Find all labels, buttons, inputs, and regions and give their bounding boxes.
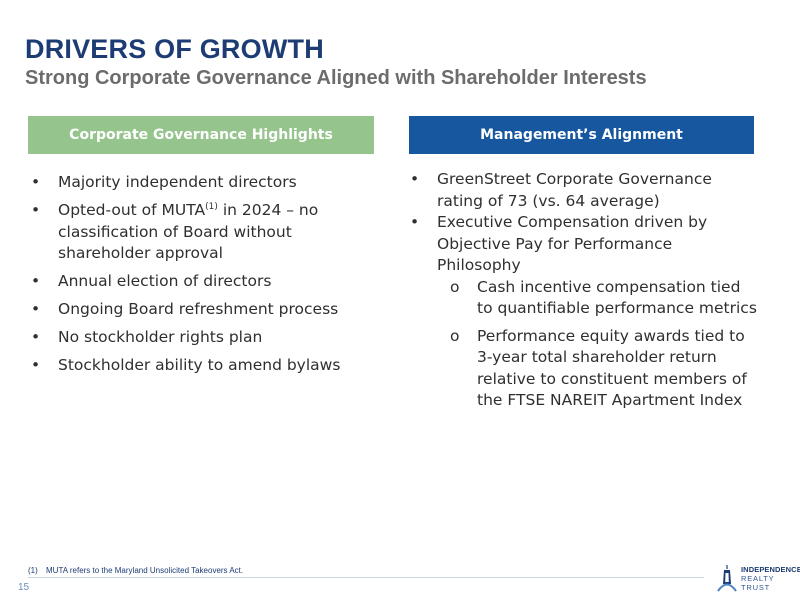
- list-item-text: Opted-out of MUTA: [58, 201, 206, 219]
- page-subtitle: Strong Corporate Governance Aligned with…: [25, 67, 647, 89]
- bullet-icon: •: [31, 328, 41, 346]
- sub-bullet-icon: o: [450, 326, 460, 345]
- governance-highlights-list: • Majority independent directors • Opted-o…: [31, 172, 361, 383]
- page-title: DRIVERS OF GROWTH: [25, 34, 324, 64]
- list-item-text: Ongoing Board refreshment process: [58, 300, 339, 318]
- company-logo: INDEPENDENCE REALTY TRUST: [716, 560, 800, 596]
- sub-list-item-text: Cash incentive compensation tied to quan…: [477, 277, 757, 318]
- building-logo-icon: [717, 565, 737, 592]
- list-item-text: Executive Compensation driven by Objecti…: [437, 213, 708, 274]
- bullet-icon: •: [31, 173, 41, 191]
- list-item: • Ongoing Board refreshment process: [31, 299, 361, 321]
- list-item: • Opted-out of MUTA(1) in 2024 – no class…: [31, 200, 361, 265]
- corporate-governance-heading: Corporate Governance Highlights: [28, 116, 374, 154]
- list-item: • Executive Compensation driven by Object…: [410, 212, 760, 412]
- logo-line1: INDEPENDENCE: [741, 564, 800, 574]
- footnote: (1) MUTA refers to the Maryland Unsolicit…: [28, 566, 243, 575]
- logo-line2: REALTY TRUST: [741, 573, 775, 592]
- sub-bullet-icon: o: [450, 277, 460, 296]
- bullet-icon: •: [31, 300, 41, 318]
- footnote-text: MUTA refers to the Maryland Unsolicited …: [46, 566, 244, 575]
- list-item: • Majority independent directors: [31, 172, 361, 194]
- sub-list-item: o Cash incentive compensation tied to qua…: [437, 277, 760, 320]
- sub-list-item-text: Performance equity awards tied to 3-year…: [477, 326, 747, 410]
- footer-divider: [28, 577, 704, 578]
- list-item-text: No stockholder rights plan: [58, 328, 263, 346]
- management-alignment-heading: Management’s Alignment: [409, 116, 754, 154]
- footnote-number: (1): [28, 566, 38, 575]
- bullet-icon: •: [410, 170, 420, 188]
- logo-text: INDEPENDENCE REALTY TRUST: [741, 565, 800, 592]
- list-item-text: Stockholder ability to amend bylaws: [58, 356, 341, 374]
- bullet-icon: •: [31, 356, 41, 374]
- footnote-marker: (1): [205, 202, 218, 212]
- bullet-icon: •: [410, 213, 420, 231]
- bullet-icon: •: [31, 272, 41, 290]
- page-number: 15: [18, 582, 30, 593]
- sub-list-item: o Performance equity awards tied to 3-yea…: [437, 326, 760, 412]
- list-item: • Stockholder ability to amend bylaws: [31, 355, 361, 377]
- sub-list: o Cash incentive compensation tied to qua…: [437, 277, 760, 412]
- list-item: • GreenStreet Corporate Governance rating…: [410, 169, 760, 212]
- list-item: • Annual election of directors: [31, 271, 361, 293]
- list-item-text: GreenStreet Corporate Governance rating …: [437, 170, 712, 210]
- list-item-text: Annual election of directors: [58, 272, 272, 290]
- list-item: • No stockholder rights plan: [31, 327, 361, 349]
- list-item-text: Majority independent directors: [58, 173, 297, 191]
- bullet-icon: •: [31, 201, 41, 219]
- management-alignment-list: • GreenStreet Corporate Governance rating…: [410, 169, 760, 418]
- list-item-text: in 2024 – no classification of Board wit…: [58, 201, 319, 262]
